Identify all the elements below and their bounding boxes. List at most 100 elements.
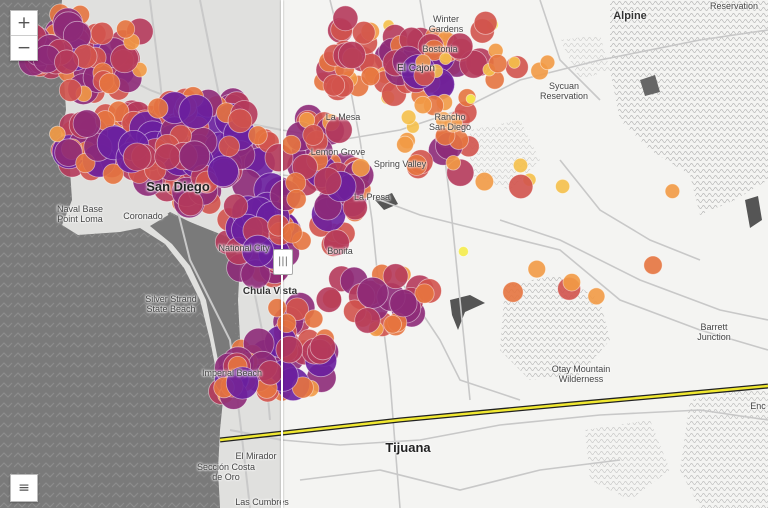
data-point[interactable] — [389, 289, 418, 318]
data-point[interactable] — [54, 138, 83, 167]
data-point[interactable] — [527, 259, 547, 279]
data-point[interactable] — [423, 39, 445, 62]
data-point[interactable] — [512, 157, 529, 173]
data-point[interactable] — [474, 172, 494, 192]
data-point[interactable] — [323, 229, 350, 256]
data-point[interactable] — [396, 135, 414, 154]
data-point[interactable] — [473, 10, 498, 35]
data-point[interactable] — [356, 276, 389, 309]
legend-menu-icon[interactable]: ≡ — [10, 474, 38, 502]
data-point[interactable] — [225, 366, 259, 400]
data-point[interactable] — [414, 283, 435, 304]
data-point[interactable] — [122, 142, 152, 172]
zoom-in-button[interactable]: + — [16, 13, 32, 33]
label-rancho-san-diego: Rancho San Diego — [428, 112, 472, 132]
data-point[interactable] — [465, 93, 476, 105]
data-point[interactable] — [446, 32, 474, 60]
data-point[interactable] — [54, 49, 80, 75]
data-point[interactable] — [405, 154, 428, 176]
label-san-diego: San Diego — [146, 179, 210, 194]
data-point[interactable] — [400, 109, 417, 126]
data-point[interactable] — [90, 21, 114, 46]
data-point[interactable] — [502, 281, 524, 303]
data-point[interactable] — [508, 56, 521, 69]
data-point[interactable] — [445, 155, 462, 171]
data-point[interactable] — [351, 20, 376, 45]
label-chula-vista: Chula Vista — [242, 286, 298, 297]
data-point[interactable] — [439, 52, 452, 65]
data-point[interactable] — [154, 143, 181, 171]
label-naval-base: Naval Base Point Loma — [56, 204, 104, 224]
label-sycuan: Sycuan Reservation — [539, 81, 589, 101]
label-imperial-beach: Imperial Beach — [201, 368, 263, 378]
data-point[interactable] — [58, 78, 83, 102]
label-spring-valley: Spring Valley — [373, 159, 427, 169]
data-point[interactable] — [177, 190, 204, 217]
data-point[interactable] — [116, 19, 136, 39]
data-point[interactable] — [147, 97, 169, 119]
data-point[interactable] — [72, 109, 102, 138]
data-point[interactable] — [49, 125, 66, 143]
data-point[interactable] — [178, 140, 211, 172]
label-reservation-top: Reservation — [709, 1, 759, 11]
data-point[interactable] — [322, 74, 346, 97]
data-point[interactable] — [555, 178, 571, 194]
data-point[interactable] — [435, 111, 452, 129]
data-point[interactable] — [664, 183, 681, 199]
label-coronado: Coronado — [123, 211, 163, 221]
data-point[interactable] — [102, 163, 124, 185]
label-alpine: Alpine — [613, 10, 647, 22]
data-point[interactable] — [302, 124, 325, 146]
data-point[interactable] — [281, 222, 303, 244]
data-point[interactable] — [315, 286, 342, 313]
swipe-handle[interactable]: ||| — [273, 249, 293, 275]
data-point[interactable] — [383, 314, 402, 334]
data-point[interactable] — [223, 193, 249, 219]
label-bostonia: Bostonia — [422, 44, 458, 54]
data-point[interactable] — [539, 54, 556, 71]
data-point[interactable] — [508, 173, 534, 199]
data-point[interactable] — [351, 158, 371, 177]
data-point[interactable] — [313, 167, 342, 196]
data-point[interactable] — [360, 66, 381, 87]
data-point[interactable] — [286, 189, 307, 210]
label-el-cajon: El Cajon — [397, 63, 435, 74]
data-point[interactable] — [98, 72, 121, 95]
data-point[interactable] — [342, 195, 368, 221]
data-point[interactable] — [413, 95, 432, 115]
data-point[interactable] — [332, 5, 359, 32]
terrain-texture — [470, 0, 768, 508]
data-point[interactable] — [304, 309, 324, 329]
data-point[interactable] — [207, 155, 239, 188]
label-las-cumbres: Las Cumbres — [235, 497, 289, 507]
label-silver-strand: Silver Strand State Beach — [145, 294, 197, 314]
label-la-presa: La Presa — [353, 192, 391, 202]
data-point[interactable] — [337, 41, 366, 70]
data-point[interactable] — [227, 108, 253, 134]
data-point[interactable] — [587, 287, 606, 306]
data-point[interactable] — [488, 53, 508, 74]
label-tijuana: Tijuana — [385, 440, 431, 455]
data-point[interactable] — [562, 273, 582, 292]
label-enc: Enc — [750, 401, 766, 411]
data-point[interactable] — [309, 333, 336, 361]
data-point[interactable] — [325, 116, 353, 144]
data-point[interactable] — [178, 94, 214, 129]
san-diego-bay — [150, 214, 238, 380]
data-point[interactable] — [413, 64, 436, 87]
data-point[interactable] — [354, 307, 381, 334]
data-point[interactable] — [248, 125, 268, 146]
data-point[interactable] — [281, 134, 302, 155]
label-otay: Otay Mountain Wilderness — [551, 364, 611, 384]
data-point[interactable] — [275, 335, 304, 364]
label-winter-gardens: Winter Gardens — [428, 14, 464, 34]
data-point[interactable] — [457, 246, 469, 257]
data-point[interactable] — [643, 255, 663, 275]
data-point[interactable] — [218, 135, 240, 158]
zoom-out-button[interactable]: − — [11, 35, 37, 60]
label-lemon-grove: Lemon Grove — [310, 147, 366, 157]
data-point[interactable] — [267, 298, 287, 318]
data-point[interactable] — [382, 263, 409, 290]
